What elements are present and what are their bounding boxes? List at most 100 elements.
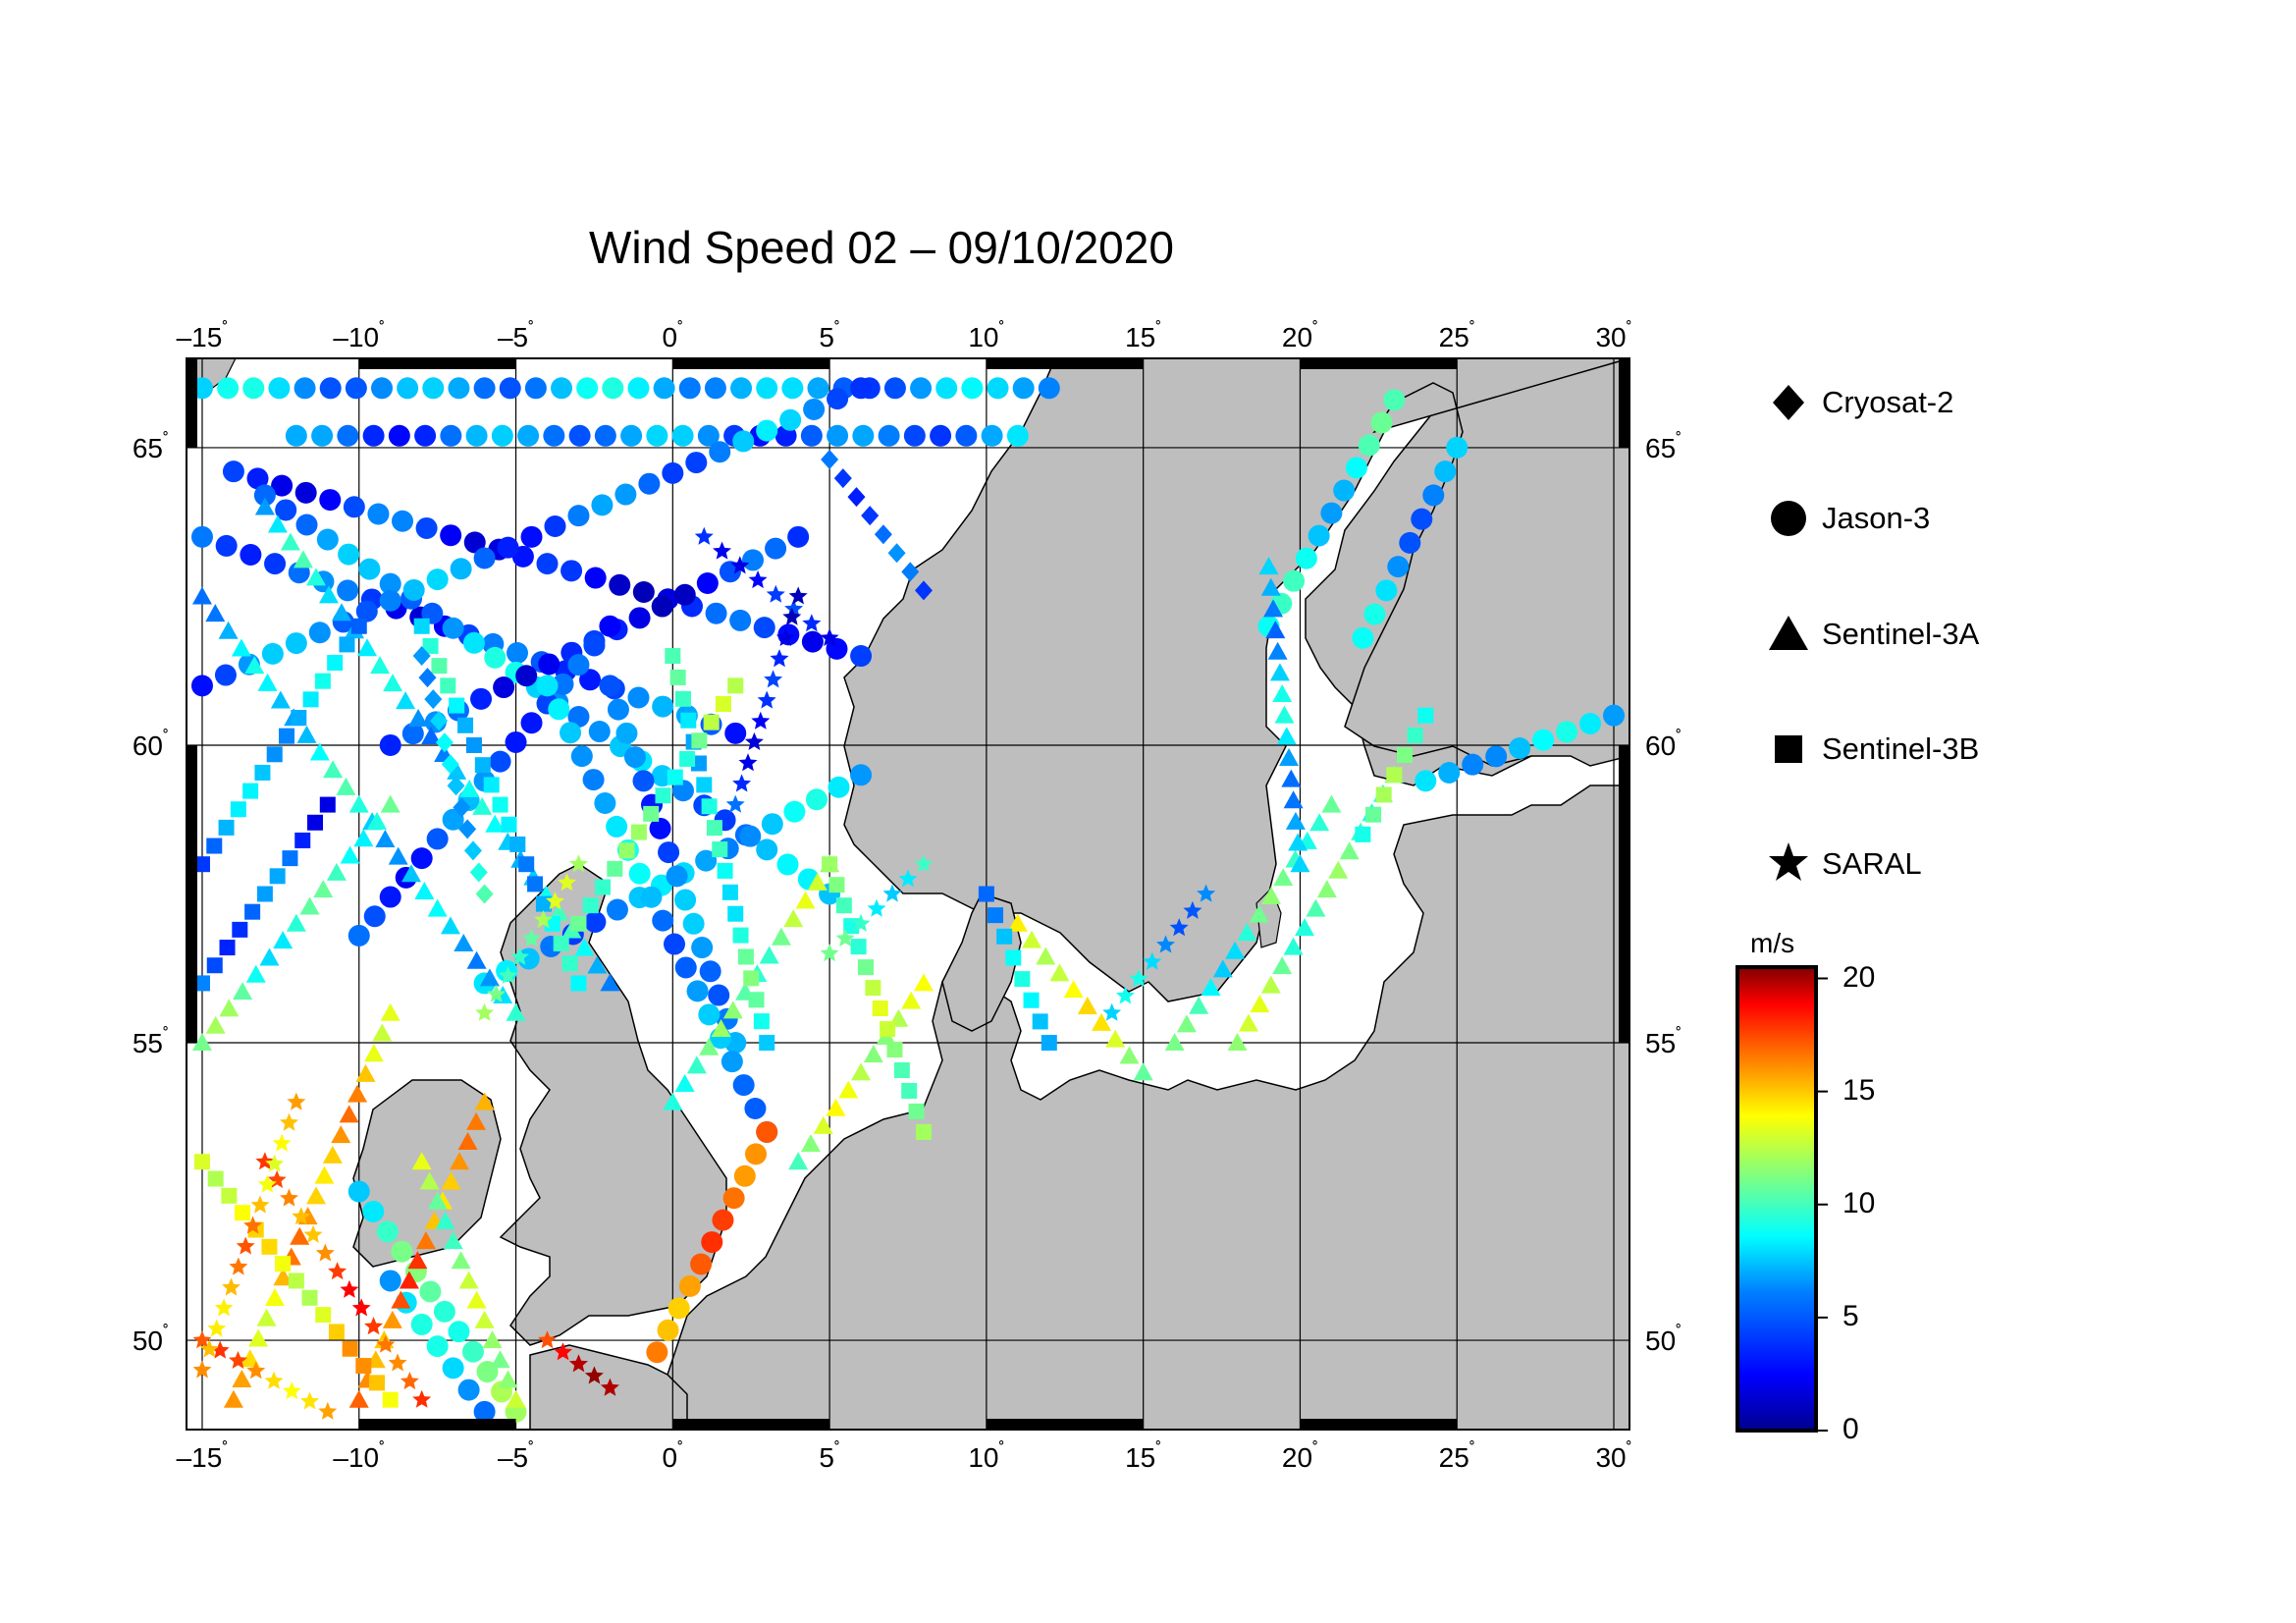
cryosat-2-point — [821, 450, 839, 470]
lon-tick-label: –5˚ — [498, 319, 534, 352]
jason-3-point — [1411, 508, 1433, 530]
sentinel-3b-point — [219, 940, 236, 956]
sentinel-3a-point — [506, 1002, 526, 1021]
lon-tick-label: 10˚ — [968, 1439, 1004, 1473]
jason-3-point — [347, 924, 370, 947]
lon-tick-label: 0˚ — [663, 319, 684, 352]
sentinel-3b-point — [474, 757, 491, 774]
sentinel-3a-point — [1279, 747, 1300, 766]
jason-3-point — [190, 525, 213, 548]
sentinel-3b-point — [339, 636, 355, 653]
sentinel-3b-point — [691, 732, 708, 749]
jason-3-point — [242, 377, 265, 400]
cryosat-2-point — [833, 468, 852, 489]
jason-3-point — [379, 589, 401, 612]
lat-tick-label: 65˚ — [133, 430, 169, 463]
sentinel-3a-point — [306, 1186, 327, 1205]
jason-3-point — [536, 553, 559, 575]
land-denmark — [941, 893, 1022, 1032]
jason-3-point — [271, 474, 294, 497]
jason-3-point — [935, 377, 958, 400]
sentinel-3b-point — [1396, 747, 1413, 764]
sentinel-3a-point — [336, 777, 356, 795]
jason-3-point — [696, 571, 719, 594]
colorbar-tick-label: 20 — [1842, 960, 1876, 994]
saral-point — [1102, 1002, 1122, 1021]
saral-point — [782, 607, 802, 625]
jason-3-point — [1579, 713, 1602, 735]
frame-segment — [1300, 357, 1458, 369]
jason-3-point — [568, 424, 591, 447]
frame-segment — [186, 744, 197, 1044]
sentinel-3a-point — [244, 656, 265, 675]
saral-point — [538, 1330, 557, 1349]
legend-label-saral: SARAL — [1822, 846, 1922, 881]
jason-3-point — [628, 607, 651, 629]
saral-point — [522, 929, 541, 947]
sentinel-3a-point — [380, 794, 400, 813]
jason-3-point — [787, 525, 810, 548]
cryosat-2-point — [901, 562, 920, 582]
saral-point — [236, 1236, 255, 1255]
sentinel-3a-point — [339, 1105, 359, 1123]
saral-point — [272, 1133, 292, 1152]
jason-3-point — [607, 698, 629, 721]
jason-3-point — [615, 722, 638, 744]
jason-3-point — [376, 1220, 399, 1243]
sentinel-3a-point — [485, 814, 506, 833]
frame-segment — [1619, 744, 1630, 1044]
sentinel-3a-point — [472, 796, 493, 815]
sentinel-3a-point — [1306, 898, 1326, 917]
sentinel-3a-point — [1328, 860, 1349, 879]
sentinel-3a-point — [408, 709, 429, 728]
sentinel-3a-point — [863, 1045, 883, 1063]
jason-3-point — [261, 642, 284, 665]
jason-3-point — [1352, 626, 1374, 649]
jason-3-point — [1415, 770, 1437, 792]
saral-point — [820, 944, 839, 962]
jason-3-point — [756, 419, 778, 442]
sentinel-3a-point — [388, 846, 408, 865]
jason-3-point — [392, 510, 414, 532]
jason-3-point — [337, 424, 359, 447]
jason-3-point — [591, 494, 614, 516]
sentinel-3b-point — [342, 1340, 358, 1357]
jason-3-point — [646, 424, 668, 447]
sentinel-3b-point — [835, 897, 852, 914]
triangle-icon — [1769, 616, 1808, 650]
sentinel-3a-point — [1201, 978, 1221, 997]
cryosat-2-point — [914, 580, 933, 601]
sentinel-3a-point — [205, 604, 226, 622]
jason-3-point — [253, 484, 276, 507]
jason-3-point — [442, 808, 464, 831]
jason-3-point — [583, 634, 606, 657]
saral-point — [744, 731, 764, 750]
saral-point — [1115, 986, 1135, 1004]
jason-3-point — [827, 424, 849, 447]
jason-3-point — [1006, 424, 1029, 447]
sentinel-3a-point — [686, 1055, 707, 1074]
jason-3-point — [628, 862, 651, 885]
jason-3-point — [524, 377, 547, 400]
sentinel-3a-point — [1285, 811, 1306, 830]
sentinel-3a-point — [1238, 1013, 1258, 1032]
sentinel-3b-point — [743, 970, 760, 987]
sentinel-3b-point — [901, 1082, 918, 1099]
jason-3-point — [520, 712, 543, 734]
jason-3-point — [285, 632, 307, 655]
sentinel-3a-point — [459, 779, 480, 797]
jason-3-point — [311, 424, 334, 447]
sentinel-3b-point — [244, 903, 261, 920]
sentinel-3b-point — [527, 876, 544, 893]
jason-3-point — [397, 377, 419, 400]
sentinel-3a-point — [407, 1251, 428, 1270]
sentinel-3a-point — [795, 891, 816, 909]
sentinel-3a-point — [474, 1310, 495, 1328]
frame-segment — [1300, 1419, 1458, 1431]
sentinel-3b-point — [291, 709, 307, 726]
sentinel-3b-point — [553, 936, 569, 952]
jason-3-point — [678, 1274, 701, 1297]
lon-tick-label: 15˚ — [1125, 1439, 1161, 1473]
sentinel-3a-point — [382, 1310, 402, 1328]
jason-3-point — [883, 377, 906, 400]
